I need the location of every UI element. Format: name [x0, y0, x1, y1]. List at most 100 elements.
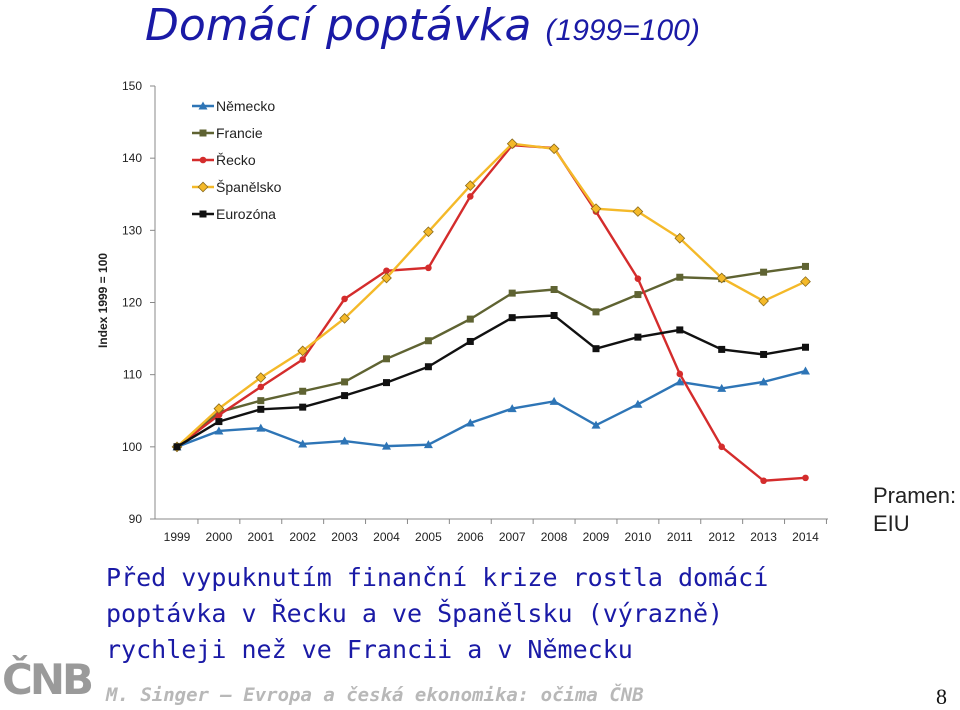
data-point	[716, 272, 728, 284]
x-tick-label: 2002	[289, 530, 316, 544]
series-Francie	[173, 262, 809, 451]
data-point	[508, 314, 516, 322]
data-point	[424, 337, 432, 345]
series-line	[176, 314, 806, 448]
y-tick-label: 150	[122, 79, 142, 93]
x-tick-label: 2009	[583, 530, 610, 544]
data-point	[801, 366, 810, 375]
data-point	[257, 397, 265, 405]
legend-label: Francie	[216, 125, 263, 141]
legend-item: Německo	[192, 98, 275, 114]
data-point	[341, 392, 349, 400]
x-tick-label: 2003	[331, 530, 358, 544]
data-point	[675, 377, 685, 386]
data-point	[508, 289, 516, 297]
data-point	[634, 275, 642, 282]
data-point	[340, 436, 350, 445]
data-point	[507, 404, 517, 413]
summary-text: Před vypuknutím finanční krize rostla do…	[106, 560, 866, 668]
data-point	[592, 345, 600, 353]
data-point	[465, 418, 475, 427]
data-point	[633, 399, 643, 408]
data-point	[423, 226, 434, 238]
data-point	[213, 403, 225, 414]
data-point	[341, 378, 349, 386]
data-point	[717, 383, 727, 392]
data-point	[634, 333, 642, 341]
page-number: 8	[936, 684, 947, 709]
data-point	[467, 193, 474, 200]
x-tick-label: 2010	[625, 530, 652, 544]
legend-marker	[199, 156, 207, 164]
x-tick-label: 2007	[499, 530, 526, 544]
data-point	[256, 423, 266, 432]
data-point	[383, 379, 390, 387]
data-point	[382, 441, 391, 450]
series-Eurozóna	[173, 311, 809, 451]
data-point	[800, 276, 811, 287]
data-point	[802, 474, 809, 482]
x-tick-label: 2011	[667, 530, 693, 544]
chart-series	[171, 138, 811, 485]
data-point	[759, 377, 769, 386]
legend-label: Eurozóna	[216, 206, 276, 222]
data-point	[299, 403, 307, 411]
x-tick-label: 2001	[247, 530, 274, 544]
legend-marker	[199, 129, 207, 137]
legend-marker	[199, 210, 207, 218]
data-point	[674, 232, 686, 244]
series-line	[176, 143, 806, 482]
y-tick-label: 120	[122, 296, 142, 310]
source-value: EIU	[873, 511, 910, 536]
footer-text: M. Singer – Evropa a česká ekonomika: oč…	[106, 684, 644, 706]
slide-title: Domácí poptávka (1999=100)	[145, 0, 700, 51]
data-point	[424, 363, 432, 371]
x-tick-label: 1999	[164, 530, 191, 544]
slide-title-main: Domácí poptávka	[145, 0, 532, 51]
data-point	[383, 355, 390, 363]
data-point	[423, 440, 433, 449]
data-point	[758, 295, 769, 307]
data-point	[802, 343, 809, 351]
data-point	[760, 350, 768, 358]
data-point	[466, 337, 474, 345]
data-point	[425, 264, 432, 272]
data-point	[381, 272, 392, 284]
y-tick-label: 130	[122, 223, 142, 237]
data-point	[339, 313, 350, 324]
legend-marker	[198, 101, 208, 110]
legend-label: Německo	[216, 98, 275, 114]
x-tick-label: 2008	[541, 530, 568, 544]
x-tick-label: 2013	[750, 530, 777, 544]
data-point	[464, 180, 476, 191]
summary-line: Před vypuknutím finanční krize rostla do…	[106, 563, 769, 592]
data-point	[383, 267, 390, 275]
cnb-logo: ČNB	[2, 655, 94, 704]
data-point	[299, 356, 307, 363]
y-tick-label: 90	[129, 512, 143, 526]
data-point	[215, 418, 223, 426]
data-point	[550, 286, 558, 294]
legend-item: Eurozóna	[192, 206, 276, 222]
data-point	[592, 308, 600, 316]
x-tick-label: 2000	[206, 530, 233, 544]
y-tick-label: 140	[122, 151, 142, 165]
data-point	[550, 311, 558, 319]
data-point	[255, 372, 267, 383]
x-tick-label: 2012	[708, 530, 735, 544]
data-point	[257, 405, 265, 413]
x-tick-label: 2014	[792, 530, 819, 544]
summary-line: poptávka v Řecku a ve Španělsku (výrazně…	[106, 599, 724, 628]
y-tick-label: 110	[123, 368, 142, 382]
x-tick-label: 2006	[457, 530, 484, 544]
data-point	[173, 443, 181, 451]
data-point	[676, 273, 684, 281]
legend-item: Francie	[192, 125, 263, 141]
data-point	[590, 203, 602, 215]
legend-marker	[197, 181, 209, 193]
y-tick-label: 100	[122, 440, 142, 454]
source-note: Pramen: EIU	[873, 482, 956, 538]
data-point	[548, 143, 560, 155]
series-line	[176, 265, 806, 448]
legend-item: Španělsko	[192, 179, 282, 195]
